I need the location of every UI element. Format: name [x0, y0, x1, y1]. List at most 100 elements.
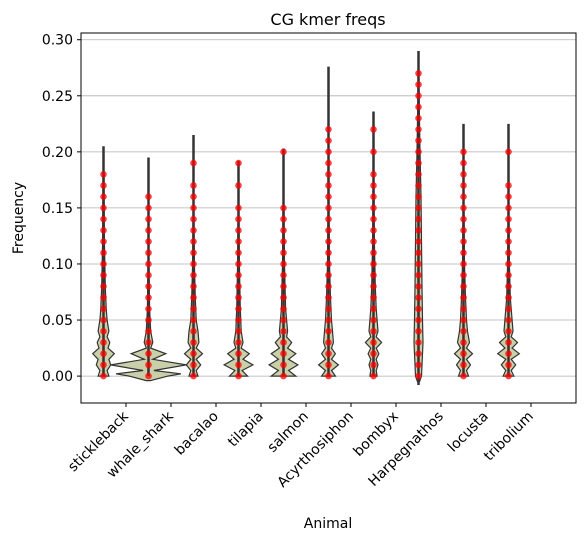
y-tick-label: 0.20: [42, 145, 73, 161]
data-point: [145, 327, 152, 335]
data-point: [235, 249, 242, 257]
data-point: [235, 327, 242, 335]
data-point: [190, 260, 197, 268]
data-point: [505, 238, 512, 245]
data-point: [145, 283, 152, 290]
data-point: [370, 193, 377, 200]
data-point: [100, 170, 107, 178]
data-point: [460, 204, 467, 212]
data-point: [460, 249, 467, 257]
data-point: [145, 238, 152, 245]
y-axis-label: Frequency: [11, 182, 27, 254]
data-point: [370, 350, 377, 357]
data-point: [460, 283, 467, 290]
data-point: [370, 238, 377, 245]
data-point: [235, 260, 242, 268]
data-point: [325, 170, 332, 178]
y-axis-ticks: 0.00 0.05 0.10 0.15 0.20 0.25 0.30: [42, 33, 81, 385]
data-point: [280, 361, 287, 369]
data-point: [325, 283, 332, 290]
data-point: [415, 70, 422, 77]
data-point: [505, 316, 512, 324]
data-point: [325, 372, 332, 380]
data-point: [145, 193, 152, 200]
data-point: [415, 92, 422, 100]
data-point: [325, 148, 332, 156]
data-point: [370, 294, 377, 301]
data-point: [460, 215, 467, 223]
data-point: [460, 305, 467, 313]
data-points: [100, 70, 512, 380]
data-point: [280, 316, 287, 324]
data-point: [280, 271, 287, 279]
data-point: [280, 339, 287, 346]
data-point: [100, 249, 107, 257]
data-point: [190, 182, 197, 189]
data-point: [280, 294, 287, 301]
data-point: [100, 305, 107, 313]
data-point: [370, 148, 377, 156]
data-point: [145, 215, 152, 223]
data-point: [415, 271, 422, 279]
data-point: [370, 260, 377, 268]
data-point: [190, 316, 197, 324]
data-point: [145, 305, 152, 313]
data-point: [415, 294, 422, 301]
data-point: [415, 103, 422, 111]
data-point: [325, 350, 332, 357]
violins: [91, 50, 521, 386]
data-point: [190, 227, 197, 234]
data-point: [100, 294, 107, 301]
data-point: [415, 193, 422, 200]
data-point: [415, 283, 422, 290]
data-point: [100, 215, 107, 223]
data-point: [190, 305, 197, 313]
data-point: [415, 260, 422, 268]
data-point: [415, 327, 422, 335]
data-point: [460, 361, 467, 369]
data-point: [325, 227, 332, 234]
data-point: [145, 249, 152, 257]
data-point: [370, 271, 377, 279]
data-point: [505, 327, 512, 335]
data-point: [280, 238, 287, 245]
data-point: [190, 271, 197, 279]
data-point: [325, 238, 332, 245]
data-point: [460, 159, 467, 167]
data-point: [415, 227, 422, 234]
data-point: [415, 182, 422, 189]
data-point: [280, 227, 287, 234]
data-point: [505, 294, 512, 301]
data-point: [505, 350, 512, 357]
data-point: [460, 260, 467, 268]
y-tick-label: 0.15: [42, 201, 73, 217]
data-point: [145, 361, 152, 369]
data-point: [100, 339, 107, 346]
data-point: [415, 238, 422, 245]
data-point: [190, 350, 197, 357]
data-point: [505, 339, 512, 346]
data-point: [505, 204, 512, 212]
data-point: [280, 283, 287, 290]
data-point: [280, 372, 287, 380]
data-point: [235, 271, 242, 279]
y-tick-label: 0.25: [42, 89, 73, 105]
data-point: [235, 283, 242, 290]
x-tick-label: bacalao: [172, 409, 222, 459]
data-point: [505, 227, 512, 234]
data-point: [505, 193, 512, 200]
data-point: [145, 227, 152, 234]
data-point: [190, 327, 197, 335]
data-point: [100, 372, 107, 380]
data-point: [280, 215, 287, 223]
data-point: [415, 215, 422, 223]
data-point: [190, 339, 197, 346]
y-tick-label: 0.10: [42, 257, 73, 273]
data-point: [370, 126, 377, 133]
data-point: [370, 170, 377, 178]
data-point: [280, 249, 287, 257]
data-point: [190, 294, 197, 301]
